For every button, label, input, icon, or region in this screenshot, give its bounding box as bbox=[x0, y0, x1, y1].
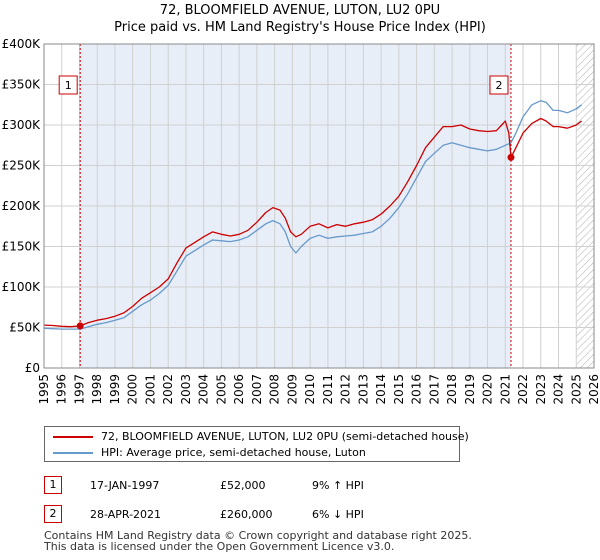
y-tick-label: £100K bbox=[2, 280, 42, 294]
plot-frame bbox=[43, 43, 595, 369]
x-tick-label: 2005 bbox=[214, 374, 228, 405]
x-tick-label: 2022 bbox=[516, 374, 530, 405]
x-tick-label: 2020 bbox=[481, 374, 495, 405]
x-tick-label: 1995 bbox=[37, 374, 51, 405]
x-tick-label: 1999 bbox=[108, 374, 122, 405]
legend: 72, BLOOMFIELD AVENUE, LUTON, LU2 0PU (s… bbox=[44, 426, 469, 462]
chart-title: 72, BLOOMFIELD AVENUE, LUTON, LU2 0PU Pr… bbox=[0, 2, 600, 36]
x-tick-label: 2011 bbox=[321, 374, 335, 405]
transaction-hpi: 6% ↓ HPI bbox=[312, 508, 364, 521]
x-tick-label: 2012 bbox=[339, 374, 353, 405]
transaction-date: 17-JAN-1997 bbox=[90, 479, 160, 492]
x-tick-label: 2006 bbox=[232, 374, 246, 405]
transaction-badge: 1 bbox=[44, 476, 62, 494]
x-tick-label: 2007 bbox=[250, 374, 264, 405]
x-tick-label: 2025 bbox=[569, 374, 583, 405]
x-tick-label: 2004 bbox=[197, 374, 211, 405]
transaction-price: £260,000 bbox=[220, 508, 273, 521]
title-line-1: 72, BLOOMFIELD AVENUE, LUTON, LU2 0PU bbox=[159, 3, 441, 18]
y-tick-label: £150K bbox=[2, 240, 42, 254]
legend-label-hpi: HPI: Average price, semi-detached house,… bbox=[101, 446, 366, 459]
y-tick-label: £350K bbox=[2, 78, 42, 92]
sale-point-marker bbox=[507, 153, 515, 161]
hpi-series-line bbox=[43, 100, 582, 330]
transaction-label-frame bbox=[489, 75, 509, 95]
transaction-label-number: 2 bbox=[495, 79, 502, 92]
footer-line-2: This data is licensed under the Open Gov… bbox=[44, 540, 395, 553]
title-line-2: Price paid vs. HM Land Registry's House … bbox=[114, 20, 486, 35]
x-tick-label: 2023 bbox=[534, 374, 548, 405]
x-tick-label: 2018 bbox=[445, 374, 459, 405]
legend-swatch-price bbox=[53, 436, 93, 438]
y-tick-label: £200K bbox=[2, 199, 42, 213]
transaction-date: 28-APR-2021 bbox=[90, 508, 162, 521]
y-tick-label: £0 bbox=[25, 361, 40, 375]
transaction-badge: 2 bbox=[44, 505, 62, 523]
transaction-label-frame bbox=[58, 75, 78, 95]
x-tick-label: 2013 bbox=[356, 374, 370, 405]
y-tick-label: £400K bbox=[2, 37, 42, 51]
legend-label-price: 72, BLOOMFIELD AVENUE, LUTON, LU2 0PU (s… bbox=[101, 430, 469, 443]
x-tick-label: 2009 bbox=[285, 374, 299, 405]
transaction-label-box: 1 bbox=[58, 75, 78, 95]
x-tick-label: 2021 bbox=[498, 374, 512, 405]
transaction-hpi: 9% ↑ HPI bbox=[312, 479, 364, 492]
price-chart: 1 2 £0 £50K £100K £150K £200K £250K £300K £350K £… bbox=[2, 37, 600, 405]
transaction-price: £52,000 bbox=[220, 479, 266, 492]
x-tick-label: 2017 bbox=[427, 374, 441, 405]
x-tick-label: 2026 bbox=[587, 374, 600, 405]
x-tick-label: 1996 bbox=[55, 374, 69, 405]
footer: Contains HM Land Registry data © Crown c… bbox=[44, 530, 594, 552]
x-tick-label: 2001 bbox=[143, 374, 157, 405]
x-tick-label: 1998 bbox=[90, 374, 104, 405]
transaction-label-box: 2 bbox=[489, 75, 509, 95]
x-tick-label: 2010 bbox=[303, 374, 317, 405]
transaction-label-number: 1 bbox=[65, 79, 72, 92]
x-tick-label: 2019 bbox=[463, 374, 477, 405]
x-tick-label: 2024 bbox=[552, 374, 566, 405]
footer-line-1: Contains HM Land Registry data © Crown c… bbox=[44, 529, 472, 542]
y-tick-label: £300K bbox=[2, 118, 42, 132]
x-tick-label: 2003 bbox=[179, 374, 193, 405]
y-tick-label: £250K bbox=[2, 159, 42, 173]
legend-swatch-hpi bbox=[53, 452, 93, 454]
price-series-line bbox=[43, 117, 582, 328]
x-tick-label: 2002 bbox=[161, 374, 175, 405]
x-tick-label: 2014 bbox=[374, 374, 388, 405]
x-tick-label: 2000 bbox=[126, 374, 140, 405]
x-tick-label: 2008 bbox=[268, 374, 282, 405]
sale-point-marker bbox=[76, 322, 84, 330]
x-tick-label: 1997 bbox=[72, 374, 86, 405]
x-tick-label: 2016 bbox=[410, 374, 424, 405]
y-tick-label: £50K bbox=[9, 321, 41, 335]
x-tick-label: 2015 bbox=[392, 374, 406, 405]
